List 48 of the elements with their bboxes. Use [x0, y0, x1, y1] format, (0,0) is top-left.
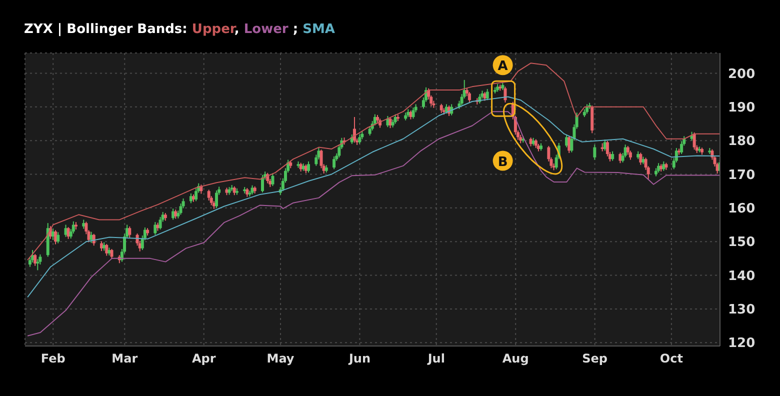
x-tick-label: Aug [502, 352, 529, 366]
y-tick-label: 190 [728, 100, 756, 116]
candlestick [388, 116, 392, 129]
candlestick [250, 184, 254, 195]
x-tick-label: Jun [348, 352, 371, 366]
candlestick [692, 132, 696, 150]
y-tick-label: 120 [728, 336, 756, 352]
chart-title: ZYX | Bollinger Bands: [24, 22, 188, 37]
annotation: B [498, 154, 508, 170]
y-tick-label: 160 [728, 202, 756, 217]
x-tick-label: Feb [40, 352, 66, 366]
x-tick-label: Mar [112, 352, 138, 366]
y-tick-label: 150 [728, 235, 756, 250]
annotation: A [498, 59, 508, 74]
candlestick [590, 105, 594, 134]
candlestick [412, 107, 415, 120]
text: Upper, [192, 22, 240, 37]
candlestick [440, 103, 443, 114]
y-tick-label: 170 [728, 168, 756, 183]
x-tick-label: Sep [582, 352, 608, 366]
y-tick-label: 180 [728, 134, 756, 150]
y-tick-label: 140 [728, 268, 756, 284]
candlestick [261, 174, 264, 193]
candlestick [128, 226, 132, 238]
candlestick [271, 172, 274, 187]
candlestick [207, 189, 210, 202]
x-tick-label: May [266, 352, 294, 366]
candlestick [332, 156, 336, 170]
candlestick [194, 188, 198, 202]
candlestick [306, 160, 310, 174]
candlestick [386, 115, 390, 128]
candlestick [628, 150, 632, 160]
candlestick [593, 144, 596, 160]
x-tick-label: Jul [426, 352, 445, 366]
candlestick [618, 152, 622, 164]
candlestick [358, 134, 362, 144]
candlestick [468, 92, 471, 104]
candlestick [215, 190, 218, 208]
candlestick [639, 152, 642, 166]
candlestick [486, 88, 489, 101]
x-tick-label: Oct [660, 352, 684, 366]
candlestick [394, 114, 397, 124]
candlestick [611, 150, 614, 162]
text: SMA [302, 22, 335, 37]
x-tick-label: Apr [192, 352, 216, 366]
text: Lower ; [244, 22, 298, 37]
y-tick-label: 200 [728, 66, 756, 82]
y-tick-label: 130 [728, 302, 756, 318]
